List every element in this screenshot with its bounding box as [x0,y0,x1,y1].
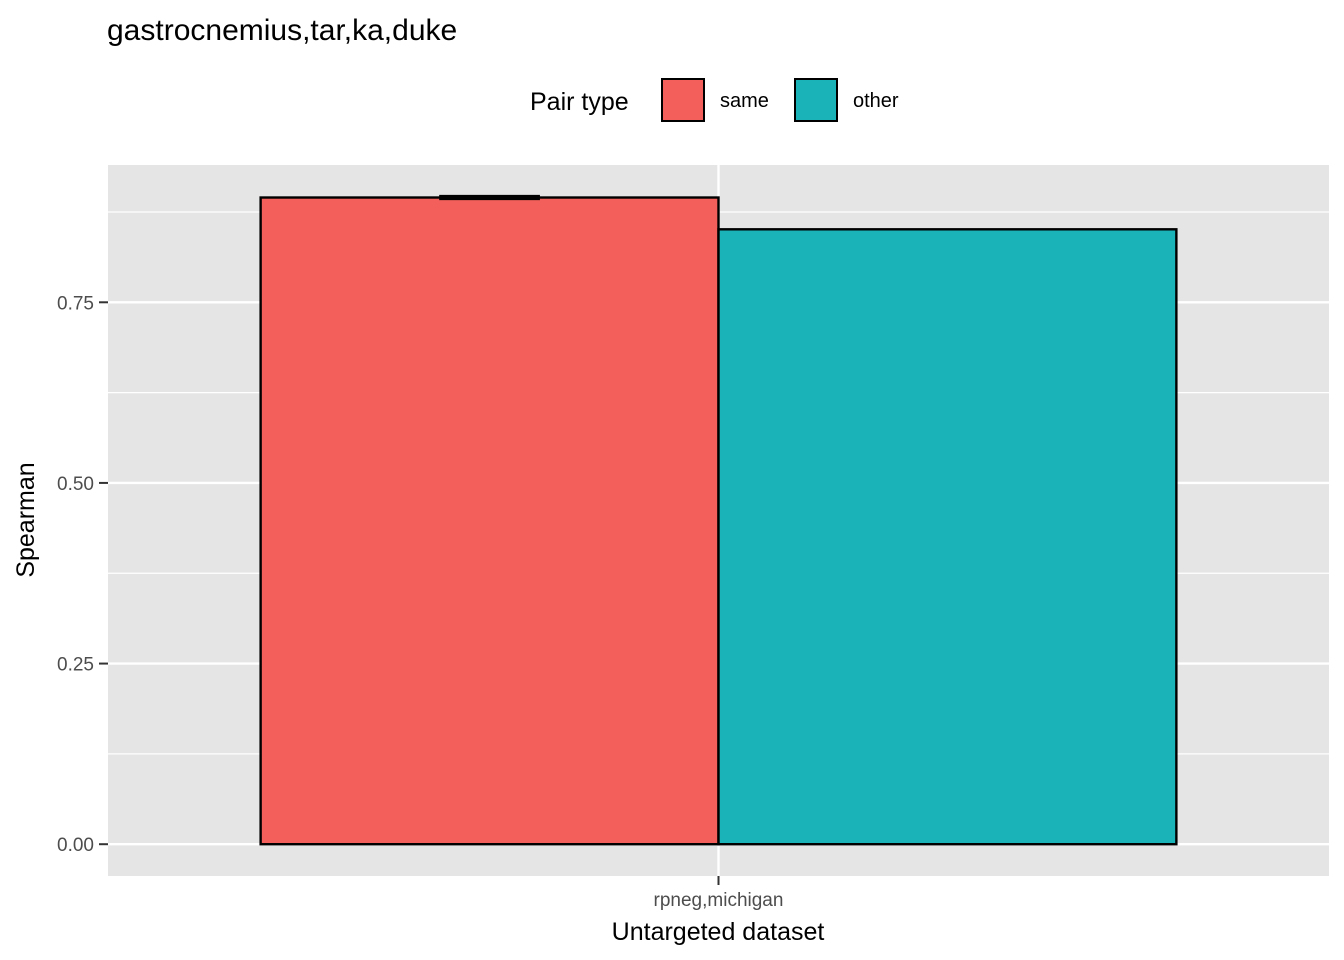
legend-label-same: same [720,90,769,112]
x-axis-title: Untargeted dataset [612,918,825,946]
bars [259,194,1178,846]
legend-label-other: other [853,90,899,112]
y-tick-label: 0.00 [57,835,94,856]
bar-other [717,228,1178,846]
legend: Pair type same other [530,78,899,122]
y-axis: 0.00 0.25 0.50 0.75 [57,293,108,856]
legend-key-same [661,78,705,122]
x-axis: rpneg,michigan [654,876,784,911]
chart-title: gastrocnemius,tar,ka,duke [107,14,457,47]
bar-same [259,196,720,846]
legend-key-other [794,78,838,122]
y-tick-label: 0.25 [57,655,94,676]
y-axis-title: Spearman [12,462,40,577]
y-tick-label: 0.50 [57,474,94,495]
x-tick-label: rpneg,michigan [654,890,784,911]
y-tick-label: 0.75 [57,293,94,314]
legend-title: Pair type [530,88,629,116]
